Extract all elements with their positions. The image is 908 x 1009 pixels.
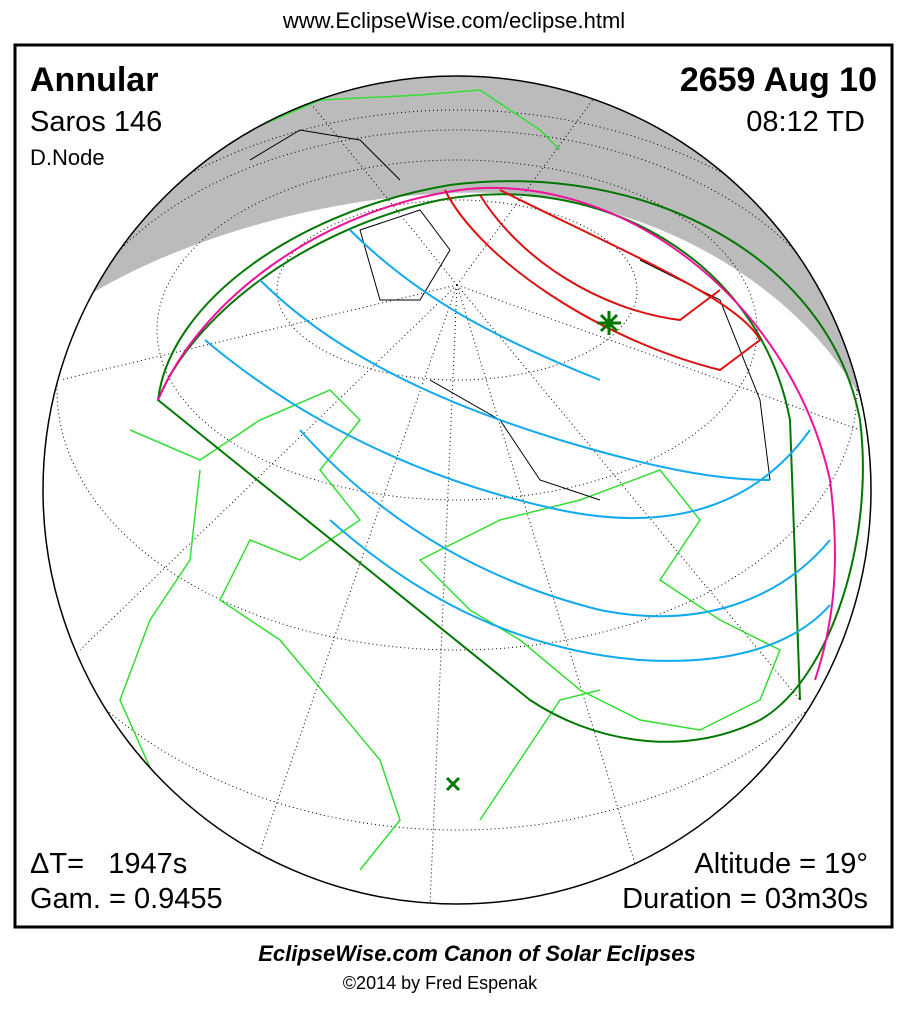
time: 08:12 TD [746, 106, 865, 138]
globe-outline [42, 75, 872, 905]
greatest-eclipse-marker [597, 311, 621, 335]
eclipse-curves [156, 180, 864, 743]
saros: Saros 146 [30, 106, 162, 138]
sub-solar-marker [445, 776, 461, 792]
eclipse-type: Annular [30, 61, 158, 99]
node: D.Node [30, 145, 105, 170]
footer-title: EclipseWise.com Canon of Solar Eclipses [258, 941, 696, 966]
delta-t: ΔT= 1947s [30, 848, 187, 880]
altitude: Altitude = 19° [694, 848, 868, 880]
date: 2659 Aug 10 [680, 61, 877, 99]
copyright: ©2014 by Fred Espenak [343, 973, 538, 993]
duration: Duration = 03m30s [622, 883, 868, 915]
gamma: Gam. = 0.9455 [30, 883, 223, 915]
graticule [43, 89, 871, 904]
url: www.EclipseWise.com/eclipse.html [282, 8, 625, 33]
